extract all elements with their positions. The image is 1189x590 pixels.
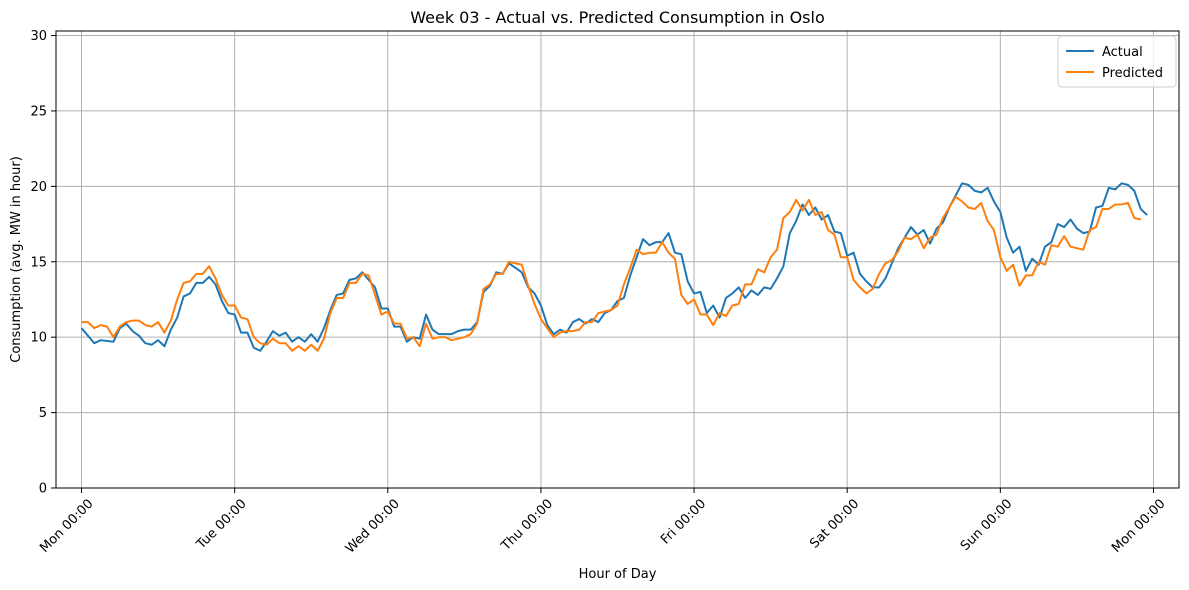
- y-tick-label: 10: [30, 331, 47, 346]
- y-tick-label: 30: [30, 29, 47, 44]
- y-tick-label: 5: [39, 406, 47, 421]
- series-line-predicted: [81, 195, 1141, 352]
- y-tick-label: 0: [39, 482, 47, 497]
- legend: Actual Predicted: [1057, 35, 1177, 88]
- y-tick-label: 20: [30, 180, 47, 195]
- y-tick-label: 25: [30, 104, 47, 119]
- y-tick-label: 15: [30, 255, 47, 270]
- x-axis-label: Hour of Day: [579, 567, 657, 582]
- grid-lines: [56, 31, 1179, 489]
- legend-box: [1057, 35, 1177, 88]
- plot-frame: [55, 30, 1180, 489]
- legend-label-predicted: Predicted: [1102, 66, 1163, 81]
- chart-title: Week 03 - Actual vs. Predicted Consumpti…: [410, 8, 825, 27]
- legend-label-actual: Actual: [1102, 45, 1143, 60]
- series-line-actual: [80, 182, 1148, 352]
- series-lines: [80, 182, 1148, 352]
- y-axis-label: Consumption (avg. MW in hour): [9, 156, 24, 363]
- y-axis-ticks: 0 5 10 15 20 25 30: [30, 29, 56, 497]
